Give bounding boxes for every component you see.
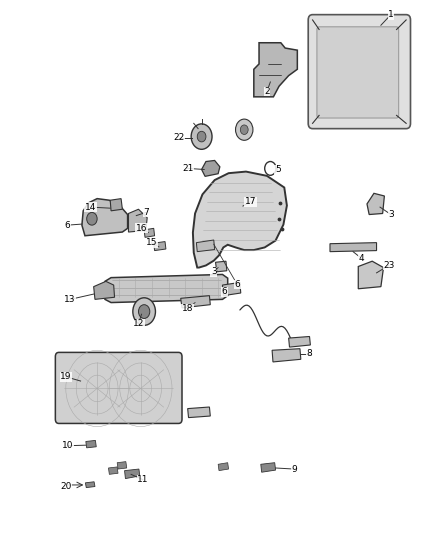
Polygon shape [109,467,118,474]
Point [276,199,283,207]
Text: 5: 5 [275,166,281,174]
Text: 12: 12 [133,319,144,328]
Polygon shape [254,43,297,97]
Point [279,225,286,233]
Polygon shape [181,296,210,308]
Polygon shape [367,193,385,215]
Polygon shape [358,261,384,289]
Polygon shape [330,243,377,252]
Text: 20: 20 [60,481,71,490]
Text: 4: 4 [359,254,364,263]
FancyBboxPatch shape [308,14,410,128]
Point [276,214,283,223]
Text: 2: 2 [264,87,270,96]
Circle shape [191,124,212,149]
Text: 8: 8 [307,350,312,359]
Polygon shape [86,440,96,448]
Text: 23: 23 [383,261,395,270]
Text: 6: 6 [221,287,227,296]
Circle shape [138,305,150,318]
Polygon shape [261,463,276,472]
Polygon shape [124,469,140,479]
Text: 3: 3 [388,210,394,219]
FancyBboxPatch shape [317,27,399,118]
Text: 13: 13 [64,295,76,304]
Polygon shape [82,199,127,236]
Text: 16: 16 [136,224,147,233]
Circle shape [236,119,253,140]
Polygon shape [144,228,155,237]
Text: 9: 9 [291,465,297,473]
Polygon shape [223,282,241,296]
Polygon shape [117,462,127,469]
Polygon shape [85,482,95,488]
Text: 11: 11 [137,475,148,484]
Polygon shape [289,336,311,347]
Polygon shape [193,172,287,268]
Polygon shape [94,281,115,300]
Polygon shape [215,261,227,272]
Polygon shape [187,407,210,418]
Text: 6: 6 [234,280,240,289]
FancyBboxPatch shape [55,352,182,423]
Circle shape [240,125,248,134]
Circle shape [133,298,155,325]
Text: 15: 15 [146,238,157,247]
Text: 17: 17 [244,197,256,206]
Circle shape [87,213,97,225]
Text: 22: 22 [173,133,184,142]
Text: 21: 21 [182,164,193,173]
Text: 19: 19 [60,372,71,381]
Text: 3: 3 [211,268,217,276]
Text: 6: 6 [65,221,71,230]
Text: 7: 7 [143,208,149,217]
Polygon shape [110,199,122,211]
Polygon shape [201,160,220,176]
Polygon shape [218,463,229,471]
Polygon shape [196,240,215,252]
Polygon shape [154,241,166,251]
Text: 10: 10 [62,441,73,450]
Polygon shape [128,209,147,232]
Text: 18: 18 [182,304,194,313]
Polygon shape [105,274,228,303]
Polygon shape [272,349,301,362]
Circle shape [197,131,206,142]
Text: 1: 1 [388,10,394,19]
Text: 14: 14 [85,203,96,212]
